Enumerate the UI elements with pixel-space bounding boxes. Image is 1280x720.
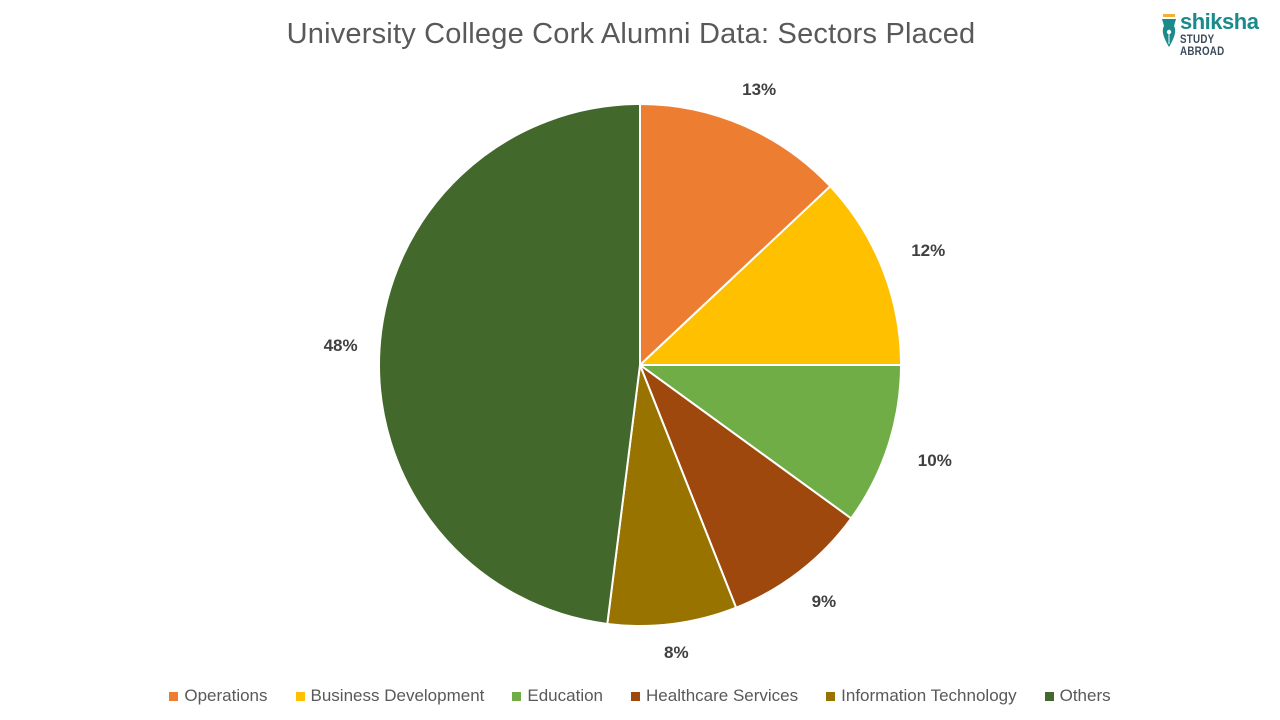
legend-swatch <box>512 691 522 701</box>
legend-label: Healthcare Services <box>646 686 799 705</box>
pie-slice-business-development <box>637 184 903 366</box>
legend-item: Business Development <box>295 686 485 706</box>
legend-item: Information Technology <box>826 686 1017 706</box>
pie-slice-operations <box>639 102 832 368</box>
shiksha-logo: shiksha STUDY ABROAD <box>1158 9 1270 58</box>
legend-swatch <box>1044 691 1054 701</box>
logo-brand: shiksha <box>1180 9 1259 34</box>
legend-swatch <box>826 691 836 701</box>
logo-tagline: STUDY ABROAD <box>1180 34 1225 58</box>
legend-item: Education <box>512 686 603 706</box>
data-label: 8% <box>664 642 689 662</box>
legend-swatch <box>631 691 641 701</box>
chart-title: University College Cork Alumni Data: Sec… <box>286 18 976 50</box>
pie-slice-healthcare-services <box>637 362 853 609</box>
legend-swatch <box>295 691 305 701</box>
pie-slice-information-technology <box>606 364 738 627</box>
legend-label: Business Development <box>310 686 485 705</box>
legend-label: Education <box>527 686 604 705</box>
legend-label: Information Technology <box>841 686 1017 705</box>
pen-nib-icon <box>1162 14 1176 47</box>
legend-swatch <box>169 691 179 701</box>
legend-label: Operations <box>184 686 268 705</box>
chart-legend: Operations Business Development Education H… <box>0 686 1280 706</box>
legend-label: Others <box>1059 686 1111 705</box>
data-label: 9% <box>811 592 837 612</box>
data-label: 48% <box>323 336 358 356</box>
legend-item: Others <box>1044 686 1111 706</box>
pie-slice-others <box>378 102 641 626</box>
data-label: 12% <box>911 240 946 260</box>
data-label: 10% <box>917 450 952 470</box>
legend-item: Healthcare Services <box>631 686 798 706</box>
pie-slice-education <box>636 364 903 520</box>
data-label: 13% <box>742 79 777 99</box>
legend-item: Operations <box>169 686 268 706</box>
